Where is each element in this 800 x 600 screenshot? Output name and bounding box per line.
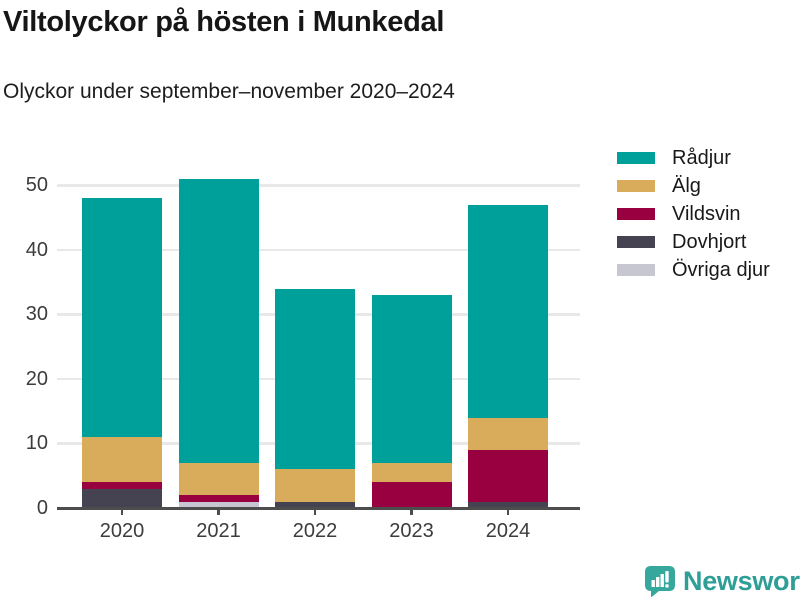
y-tick-label-20: 20 bbox=[25, 367, 48, 390]
stacked-bar-chart: 0 10 20 30 40 50 2020 2021 2022 2023 2024 Rådjur Ä… bbox=[0, 140, 800, 560]
x-tick-2020 bbox=[120, 508, 124, 515]
x-tick-label-2021: 2021 bbox=[196, 520, 241, 542]
bar-segment-2022-Dovhjort bbox=[275, 501, 355, 508]
legend: Rådjur Älg Vildsvin Dovhjort Övriga djur bbox=[617, 147, 770, 281]
bar-segment-2024-Älg bbox=[468, 417, 548, 450]
legend-label: Rådjur bbox=[672, 146, 731, 169]
bar-2022 bbox=[275, 288, 355, 508]
x-tick-2022 bbox=[313, 508, 317, 515]
bar-segment-2021-Älg bbox=[178, 462, 259, 496]
newsworthy-logo-icon bbox=[645, 566, 675, 597]
legend-item-Vildsvin: Vildsvin bbox=[617, 203, 770, 225]
bar-segment-2020-Älg bbox=[82, 437, 162, 483]
legend-label: Älg bbox=[672, 174, 701, 197]
page-title: Viltolyckor på hösten i Munkedal bbox=[3, 6, 445, 38]
bar-2023 bbox=[371, 295, 452, 508]
y-tick-label-40: 40 bbox=[25, 238, 48, 261]
legend-item-Dovhjort: Dovhjort bbox=[617, 231, 770, 253]
bar-segment-2023-Älg bbox=[371, 462, 452, 483]
legend-label: Övriga djur bbox=[672, 258, 770, 281]
legend-swatch-icon bbox=[617, 180, 655, 192]
bar-segment-2020-Vildsvin bbox=[82, 482, 162, 489]
x-tick-label-2022: 2022 bbox=[292, 520, 338, 542]
y-tick-label-50: 50 bbox=[25, 174, 48, 197]
legend-swatch-icon bbox=[617, 264, 655, 276]
bar-segment-2020-Dovhjort bbox=[82, 488, 162, 508]
x-tick-label-2023: 2023 bbox=[389, 520, 434, 542]
x-tick-label-2024: 2024 bbox=[485, 520, 531, 542]
plot-area: 2020 2021 2022 2023 2024 bbox=[57, 153, 580, 542]
legend-label: Vildsvin bbox=[672, 202, 741, 225]
brand-name: Newsworthy bbox=[683, 565, 800, 596]
x-tick-2021 bbox=[217, 508, 220, 515]
bar-2021 bbox=[178, 178, 259, 508]
bar-segment-2023-Rådjur bbox=[371, 295, 452, 463]
page-subtitle: Olyckor under september–november 2020–20… bbox=[3, 80, 455, 103]
y-tick-label-0: 0 bbox=[36, 497, 48, 519]
bar-segment-2020-Rådjur bbox=[82, 198, 162, 438]
bar-segment-2021-Vildsvin bbox=[178, 495, 259, 502]
bar-2020 bbox=[82, 198, 162, 508]
legend-item-Rådjur: Rådjur bbox=[617, 147, 770, 169]
bar-2024 bbox=[468, 204, 548, 508]
x-axis-line bbox=[57, 506, 580, 510]
legend-item-Älg: Älg bbox=[617, 175, 770, 197]
bar-segment-2023-Vildsvin bbox=[371, 482, 452, 508]
legend-label: Dovhjort bbox=[672, 230, 747, 253]
x-tick-label-2020: 2020 bbox=[99, 520, 145, 542]
bar-segment-2024-Dovhjort bbox=[468, 501, 548, 508]
bar-segment-2021-Rådjur bbox=[178, 178, 259, 463]
legend-swatch-icon bbox=[617, 236, 655, 248]
bar-segment-2024-Rådjur bbox=[468, 204, 548, 418]
y-axis-labels: 0 10 20 30 40 50 bbox=[0, 153, 48, 519]
gridline-y-50 bbox=[57, 184, 580, 187]
bar-segment-2022-Älg bbox=[275, 469, 355, 502]
x-tick-2024 bbox=[506, 508, 510, 515]
bar-segment-2024-Vildsvin bbox=[468, 449, 548, 502]
x-tick-2023 bbox=[410, 508, 413, 515]
y-tick-label-10: 10 bbox=[25, 432, 48, 455]
legend-item-Övriga djur: Övriga djur bbox=[617, 259, 770, 281]
bar-segment-2021-Övriga djur bbox=[178, 501, 259, 508]
y-tick-label-30: 30 bbox=[25, 303, 48, 326]
brand-footer: Newsworthy bbox=[644, 565, 800, 597]
gridline-y-40 bbox=[57, 248, 580, 252]
legend-swatch-icon bbox=[617, 208, 655, 220]
bar-segment-2022-Rådjur bbox=[275, 288, 355, 470]
legend-swatch-icon bbox=[617, 152, 655, 164]
